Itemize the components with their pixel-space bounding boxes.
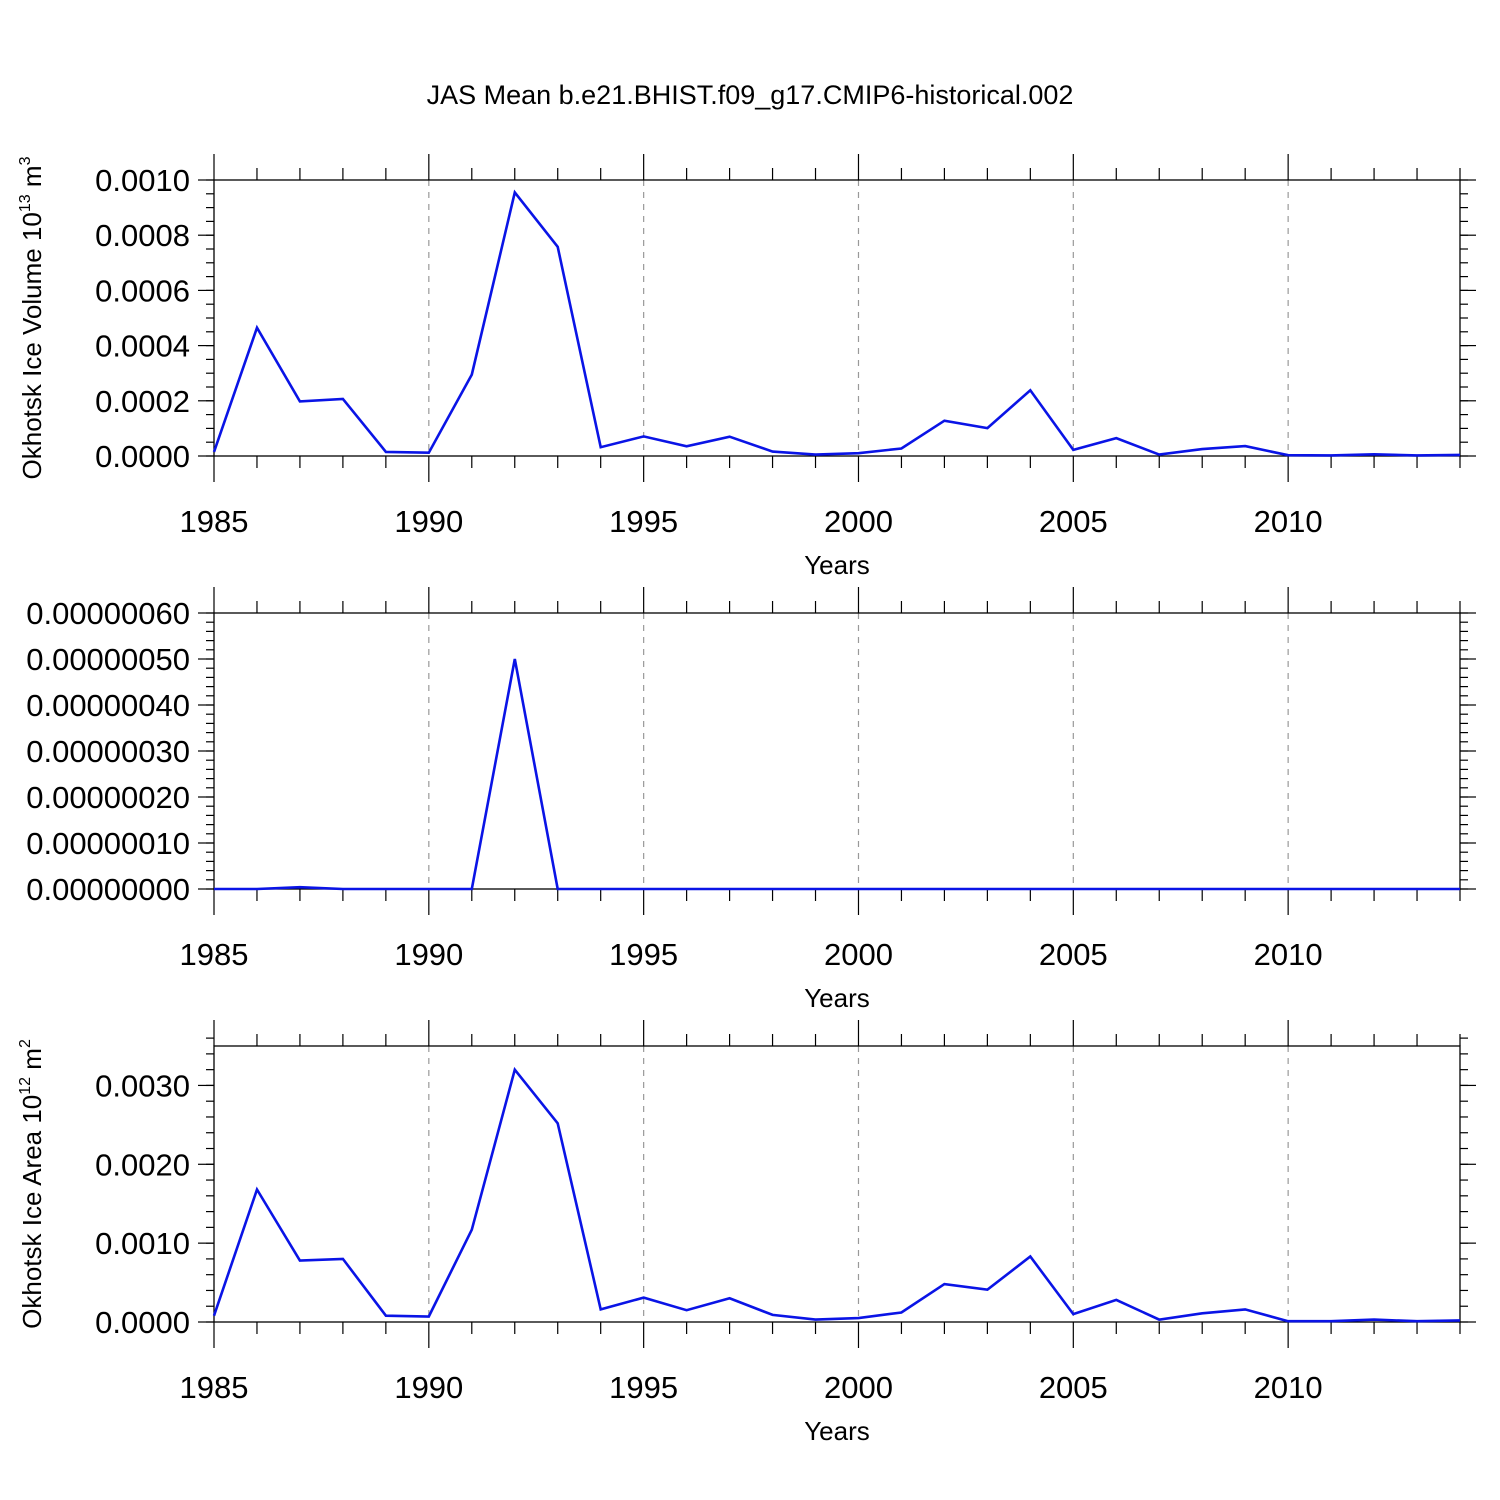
y-axis-title-text: Okhotsk Ice Volume 10 xyxy=(17,212,47,479)
plot-frame xyxy=(213,612,1461,890)
y-tick-label: 0.0002 xyxy=(95,384,190,419)
y-axis-title-exponent: 12 xyxy=(17,1077,34,1095)
x-tick-label: 1995 xyxy=(609,937,678,972)
x-tick-label: 1990 xyxy=(394,937,463,972)
y-tick-label: 0.0004 xyxy=(95,329,190,364)
x-tick-label: 2005 xyxy=(1039,937,1108,972)
y-tick-label: 0.00000050 xyxy=(26,642,190,677)
x-tick-label: 2000 xyxy=(824,937,893,972)
x-tick-label: 2005 xyxy=(1039,1370,1108,1405)
x-axis-title: Years xyxy=(804,983,870,1013)
y-axis-title-exponent: 13 xyxy=(17,194,34,212)
y-tick-label: 0.0006 xyxy=(95,273,190,308)
x-tick-label: 2010 xyxy=(1254,504,1323,539)
y-tick-label: 0.0008 xyxy=(95,218,190,253)
y-tick-label: 0.0000 xyxy=(95,1305,190,1340)
x-tick-label: 1985 xyxy=(180,504,249,539)
x-tick-label: 1985 xyxy=(180,1370,249,1405)
y-tick-label: 0.00000010 xyxy=(26,826,190,861)
y-tick-label: 0.00000020 xyxy=(26,780,190,815)
y-axis-title: Okhotsk Ice Volume 1013 m3 xyxy=(17,156,47,479)
y-tick-label: 0.0000 xyxy=(95,439,190,474)
y-tick-label: 0.00000040 xyxy=(26,688,190,723)
y-tick-label: 0.00000030 xyxy=(26,734,190,769)
x-tick-label: 2000 xyxy=(824,504,893,539)
figure-title: JAS Mean b.e21.BHIST.f09_g17.CMIP6-histo… xyxy=(427,80,1074,110)
panel-ice-area: 1985 1990 1995 2000 2005 2010 Years 0.0000 0.001… xyxy=(17,1020,1476,1446)
series-line xyxy=(212,189,1461,457)
plot-frame xyxy=(213,179,1461,457)
x-tick-label: 1995 xyxy=(609,504,678,539)
x-tick-label: 2000 xyxy=(824,1370,893,1405)
y-tick-label: 0.00000000 xyxy=(26,872,190,907)
x-tick-label: 1990 xyxy=(394,504,463,539)
y-tick-label: 0.0010 xyxy=(95,1226,190,1261)
y-tick-label: 0.00000060 xyxy=(26,596,190,631)
y-axis-title-unit-exponent: 2 xyxy=(17,1039,34,1048)
x-tick-label: 2010 xyxy=(1254,937,1323,972)
y-tick-label: 0.0030 xyxy=(95,1068,190,1103)
y-axis-title-unit: m xyxy=(17,1048,47,1077)
series-line xyxy=(212,1066,1461,1323)
panel-ice-volume-small: 1985 1990 1995 2000 2005 2010 Years 0.00000000 0… xyxy=(26,587,1476,1013)
chart-panels: 1985 1990 1995 2000 2005 2010 Years 0.0000 0.000… xyxy=(17,154,1476,1446)
x-tick-label: 2010 xyxy=(1254,1370,1323,1405)
x-tick-label: 1985 xyxy=(180,937,249,972)
x-tick-label: 1990 xyxy=(394,1370,463,1405)
y-axis-title-unit: m xyxy=(17,165,47,194)
series-line xyxy=(214,658,1460,891)
y-axis-title-unit-exponent: 3 xyxy=(17,156,34,165)
panel-ice-volume: 1985 1990 1995 2000 2005 2010 Years 0.0000 0.000… xyxy=(17,154,1476,580)
x-tick-label: 1995 xyxy=(609,1370,678,1405)
x-axis-title: Years xyxy=(804,1416,870,1446)
y-tick-label: 0.0010 xyxy=(95,163,190,198)
plot-frame xyxy=(213,1045,1461,1323)
x-axis-title: Years xyxy=(804,550,870,580)
y-axis-title: Okhotsk Ice Area 1012 m2 xyxy=(17,1039,47,1329)
y-tick-label: 0.0020 xyxy=(95,1147,190,1182)
y-axis-title-text: Okhotsk Ice Area 10 xyxy=(17,1095,47,1329)
x-tick-label: 2005 xyxy=(1039,504,1108,539)
